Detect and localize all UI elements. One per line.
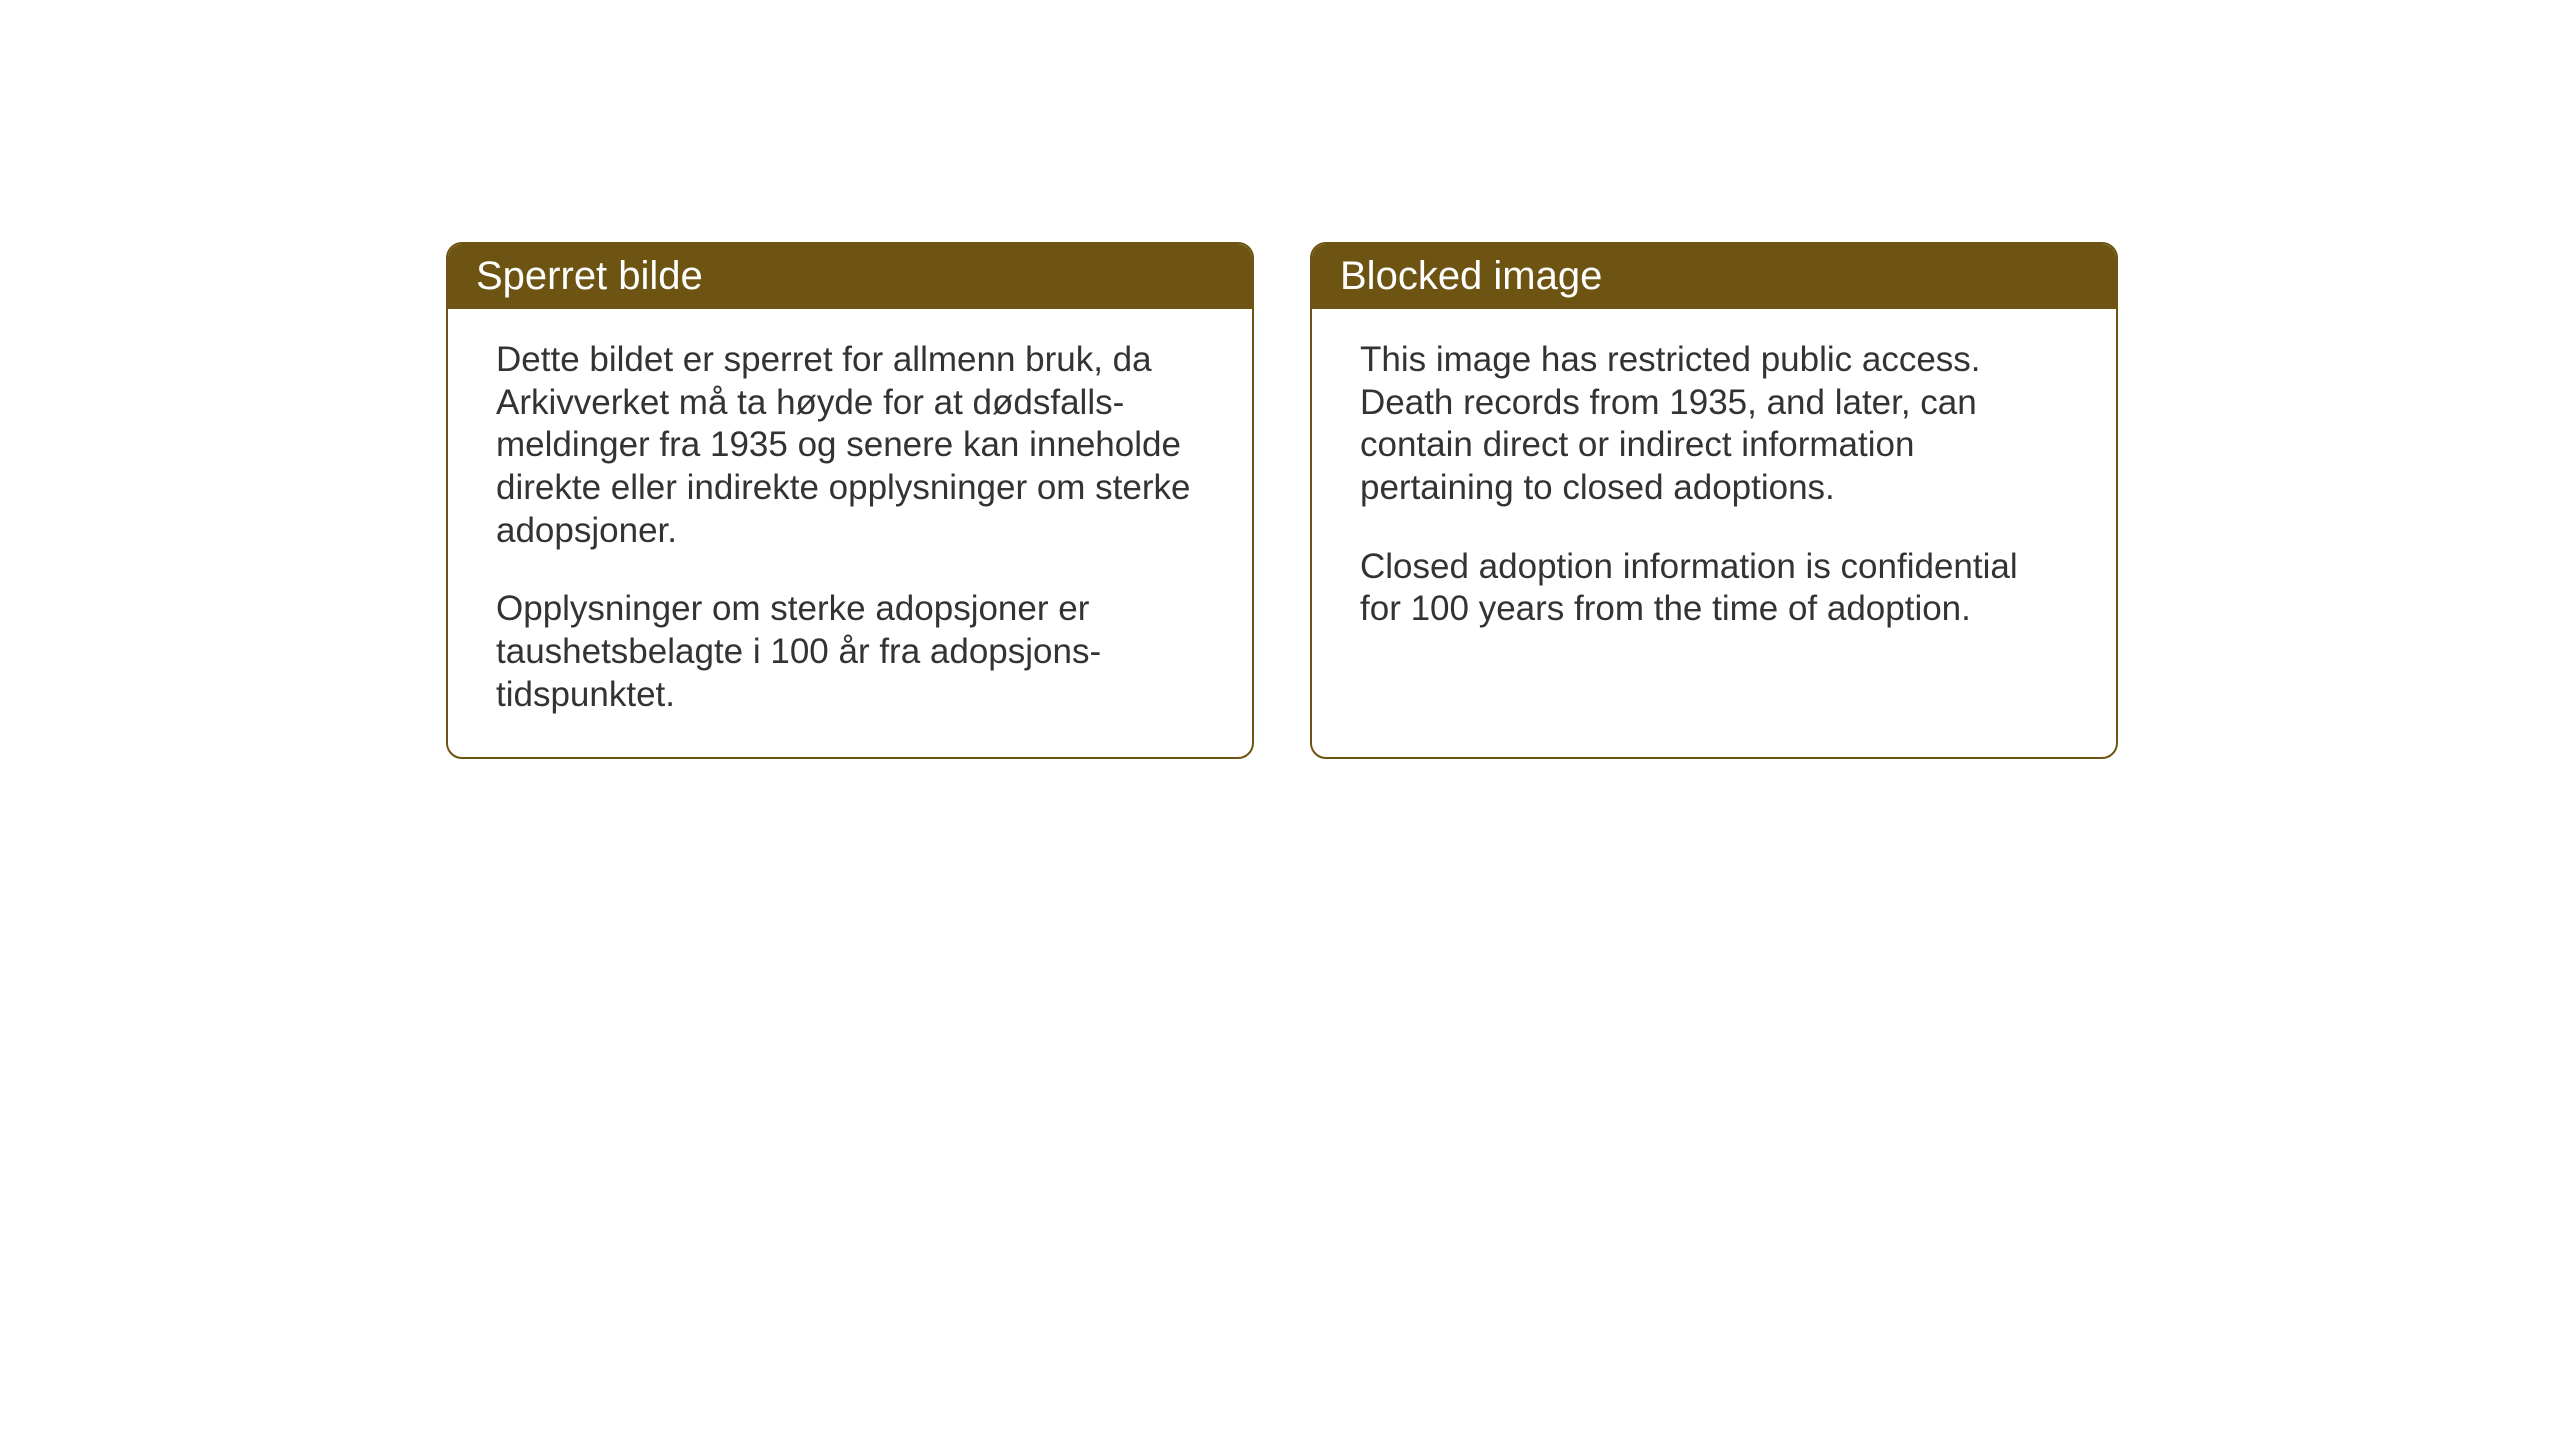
card-paragraph-2-norwegian: Opplysninger om sterke adopsjoner er tau… [496,588,1204,716]
notice-card-norwegian: Sperret bilde Dette bildet er sperret fo… [446,242,1254,759]
notice-cards-container: Sperret bilde Dette bildet er sperret fo… [446,242,2118,759]
card-paragraph-1-norwegian: Dette bildet er sperret for allmenn bruk… [496,339,1204,552]
card-paragraph-1-english: This image has restricted public access.… [1360,339,2068,510]
card-title-norwegian: Sperret bilde [476,254,703,298]
card-body-english: This image has restricted public access.… [1312,309,2116,671]
card-body-norwegian: Dette bildet er sperret for allmenn bruk… [448,309,1252,757]
card-title-english: Blocked image [1340,254,1602,298]
card-header-norwegian: Sperret bilde [448,244,1252,309]
card-paragraph-2-english: Closed adoption information is confident… [1360,546,2068,631]
card-header-english: Blocked image [1312,244,2116,309]
notice-card-english: Blocked image This image has restricted … [1310,242,2118,759]
